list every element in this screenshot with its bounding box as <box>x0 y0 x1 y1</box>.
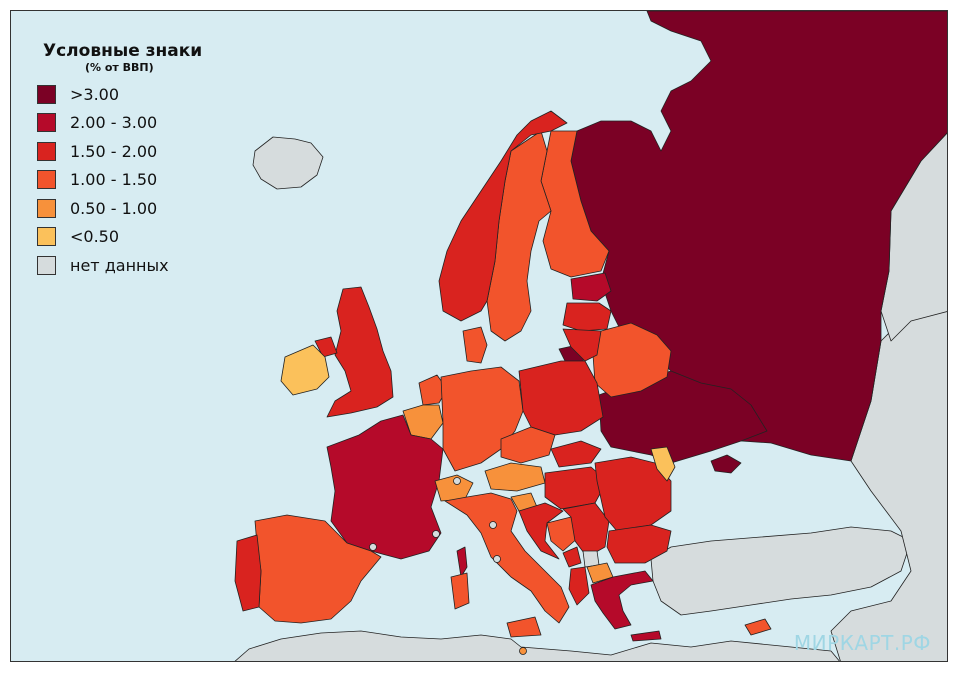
region-crete <box>630 630 662 642</box>
region-france <box>326 414 444 560</box>
region-ukraine <box>598 370 768 464</box>
region-belarus <box>592 322 672 398</box>
region-poland <box>518 360 604 436</box>
region-ireland <box>280 344 330 396</box>
region-portugal <box>234 534 262 612</box>
legend-swatch <box>37 227 56 247</box>
microstate-monaco <box>432 530 440 538</box>
legend-item: нет данных <box>37 251 237 280</box>
microstate-vatican <box>493 555 501 563</box>
legend-rows: >3.00 2.00 - 3.00 1.50 - 2.00 1.00 - 1.50 0.… <box>37 80 237 280</box>
legend: Условные знаки (% от ВВП) >3.00 2.00 - 3.… <box>37 41 237 280</box>
legend-item: <0.50 <box>37 223 237 252</box>
legend-item: 1.50 - 2.00 <box>37 137 237 166</box>
map-frame: Условные знаки (% от ВВП) >3.00 2.00 - 3.… <box>10 10 948 662</box>
region-bulgaria <box>606 524 672 564</box>
region-switzerland <box>434 474 474 502</box>
legend-swatch <box>37 170 56 190</box>
region-united-kingdom <box>326 286 394 418</box>
microstate-andorra <box>369 543 377 551</box>
legend-swatch <box>37 141 56 161</box>
legend-label: <0.50 <box>70 227 120 247</box>
region-lithuania <box>562 328 602 362</box>
legend-item: >3.00 <box>37 80 237 109</box>
legend-label: 2.00 - 3.00 <box>70 113 158 133</box>
microstate-san-marino <box>489 521 497 529</box>
region-sardinia <box>450 572 470 610</box>
legend-label: нет данных <box>70 255 169 275</box>
legend-item: 1.00 - 1.50 <box>37 166 237 195</box>
legend-label: 0.50 - 1.00 <box>70 198 158 218</box>
region-cyprus <box>744 618 772 636</box>
microstate-malta <box>519 647 527 655</box>
legend-subtitle: (% от ВВП) <box>85 61 154 74</box>
region-slovakia <box>550 440 602 468</box>
region-corsica <box>456 546 468 578</box>
watermark: МИРКАРТ.РФ <box>793 631 931 655</box>
region-kosovo <box>582 550 600 568</box>
region-iceland <box>252 136 324 190</box>
legend-title: Условные знаки <box>43 41 203 61</box>
region-italy <box>444 492 570 624</box>
region-moldova <box>650 446 676 482</box>
region-croatia <box>518 502 564 560</box>
region-bosnia <box>546 516 580 552</box>
region-czechia <box>500 426 556 464</box>
region-estonia <box>570 272 612 302</box>
legend-swatch <box>37 198 56 218</box>
microstate-liechtenstein <box>453 477 461 485</box>
europe-map <box>11 11 947 661</box>
region-montenegro <box>562 546 582 568</box>
region-crimea <box>710 454 742 474</box>
region-norway <box>438 110 568 322</box>
region-turkey <box>650 526 912 616</box>
region-albania <box>568 566 590 606</box>
region-denmark <box>462 326 488 364</box>
legend-label: 1.00 - 1.50 <box>70 170 158 190</box>
legend-swatch <box>37 84 56 104</box>
legend-label: 1.50 - 2.00 <box>70 141 158 161</box>
legend-item: 2.00 - 3.00 <box>37 109 237 138</box>
legend-swatch <box>37 113 56 133</box>
legend-swatch <box>37 255 56 275</box>
region-latvia <box>562 302 612 332</box>
region-north-africa <box>234 630 840 661</box>
region-greece <box>590 570 654 630</box>
legend-label: >3.00 <box>70 84 120 104</box>
legend-item: 0.50 - 1.00 <box>37 194 237 223</box>
region-sicily <box>506 616 542 638</box>
